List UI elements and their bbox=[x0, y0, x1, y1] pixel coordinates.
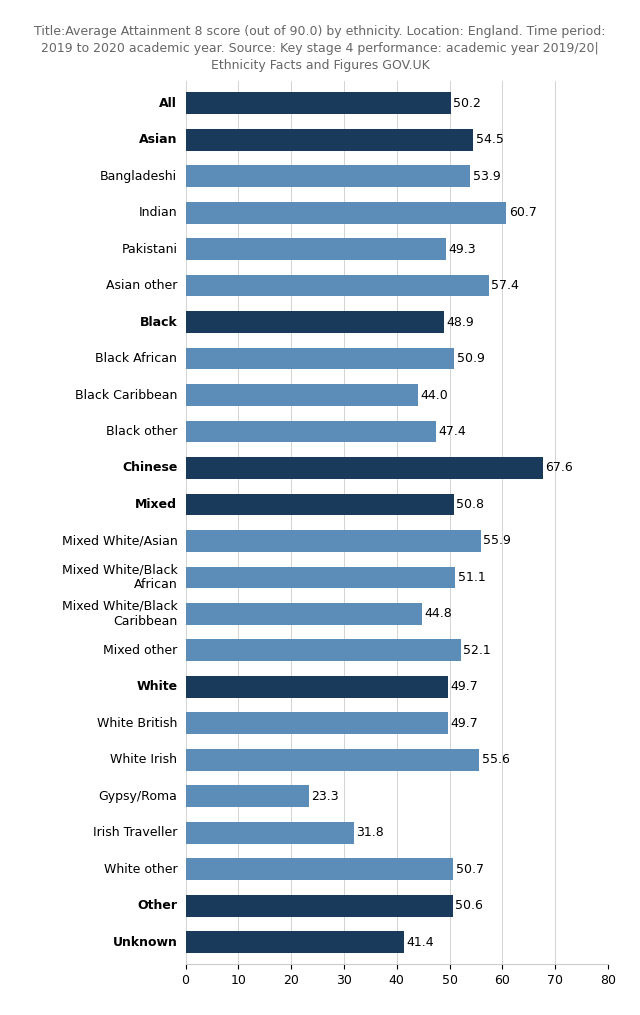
Bar bbox=[186, 384, 418, 406]
Bar bbox=[186, 275, 489, 296]
Text: Chinese: Chinese bbox=[122, 462, 177, 474]
Text: Black African: Black African bbox=[95, 352, 177, 365]
Text: 49.7: 49.7 bbox=[451, 680, 479, 693]
Bar bbox=[186, 749, 479, 770]
Text: Irish Traveller: Irish Traveller bbox=[93, 826, 177, 839]
Text: 50.8: 50.8 bbox=[456, 498, 484, 511]
Text: 23.3: 23.3 bbox=[311, 790, 339, 803]
Text: 52.1: 52.1 bbox=[463, 644, 491, 657]
Text: Mixed other: Mixed other bbox=[103, 644, 177, 657]
Bar bbox=[186, 895, 452, 917]
Text: 44.0: 44.0 bbox=[420, 389, 448, 402]
Text: 31.8: 31.8 bbox=[356, 826, 384, 839]
Bar bbox=[186, 239, 446, 260]
Text: 44.8: 44.8 bbox=[425, 607, 452, 620]
Bar bbox=[186, 457, 543, 479]
Bar bbox=[186, 202, 506, 223]
Text: 55.6: 55.6 bbox=[482, 753, 509, 766]
Text: Mixed White/Black
Caribbean: Mixed White/Black Caribbean bbox=[61, 600, 177, 628]
Text: 49.3: 49.3 bbox=[449, 243, 476, 256]
Bar bbox=[186, 639, 461, 662]
Bar bbox=[186, 713, 448, 735]
Bar bbox=[186, 786, 308, 807]
Text: White Irish: White Irish bbox=[110, 753, 177, 766]
Bar bbox=[186, 165, 470, 187]
Bar bbox=[186, 92, 451, 114]
Text: 49.7: 49.7 bbox=[451, 717, 479, 730]
Text: 54.5: 54.5 bbox=[476, 133, 504, 146]
Bar bbox=[186, 676, 448, 698]
Text: White: White bbox=[136, 680, 177, 693]
Bar bbox=[186, 530, 481, 552]
Text: Unknown: Unknown bbox=[113, 936, 177, 949]
Bar bbox=[186, 603, 422, 625]
Text: 57.4: 57.4 bbox=[492, 279, 519, 292]
Text: Indian: Indian bbox=[139, 206, 177, 219]
Text: All: All bbox=[159, 96, 177, 110]
Text: 67.6: 67.6 bbox=[545, 462, 573, 474]
Text: 60.7: 60.7 bbox=[509, 206, 536, 219]
Bar bbox=[186, 347, 454, 369]
Bar bbox=[186, 822, 353, 843]
Text: White British: White British bbox=[97, 717, 177, 730]
Text: 51.1: 51.1 bbox=[458, 571, 486, 584]
Text: Black Caribbean: Black Caribbean bbox=[75, 389, 177, 402]
Text: 41.4: 41.4 bbox=[407, 936, 435, 949]
Text: 50.7: 50.7 bbox=[456, 863, 484, 876]
Bar bbox=[186, 129, 474, 150]
Text: Mixed: Mixed bbox=[135, 498, 177, 511]
Text: 50.6: 50.6 bbox=[456, 899, 483, 912]
Text: White other: White other bbox=[104, 863, 177, 876]
Text: Black other: Black other bbox=[106, 425, 177, 438]
Text: 50.2: 50.2 bbox=[453, 96, 481, 110]
Text: Mixed White/Asian: Mixed White/Asian bbox=[61, 535, 177, 547]
Text: Other: Other bbox=[137, 899, 177, 912]
Text: Asian: Asian bbox=[139, 133, 177, 146]
Text: 53.9: 53.9 bbox=[473, 170, 500, 183]
Text: 48.9: 48.9 bbox=[447, 316, 474, 329]
Bar bbox=[186, 420, 436, 443]
Bar bbox=[186, 311, 444, 333]
Text: 50.9: 50.9 bbox=[457, 352, 485, 365]
Text: Black: Black bbox=[140, 316, 177, 329]
Text: Title:Average Attainment 8 score (out of 90.0) by ethnicity. Location: England. : Title:Average Attainment 8 score (out of… bbox=[35, 25, 605, 72]
Bar bbox=[186, 932, 404, 953]
Text: 55.9: 55.9 bbox=[483, 535, 511, 547]
Bar bbox=[186, 566, 456, 589]
Bar bbox=[186, 859, 453, 880]
Text: Bangladeshi: Bangladeshi bbox=[100, 170, 177, 183]
Text: Mixed White/Black
African: Mixed White/Black African bbox=[61, 563, 177, 592]
Text: Gypsy/Roma: Gypsy/Roma bbox=[99, 790, 177, 803]
Text: Asian other: Asian other bbox=[106, 279, 177, 292]
Text: 47.4: 47.4 bbox=[438, 425, 467, 438]
Text: Pakistani: Pakistani bbox=[121, 243, 177, 256]
Bar bbox=[186, 493, 454, 516]
